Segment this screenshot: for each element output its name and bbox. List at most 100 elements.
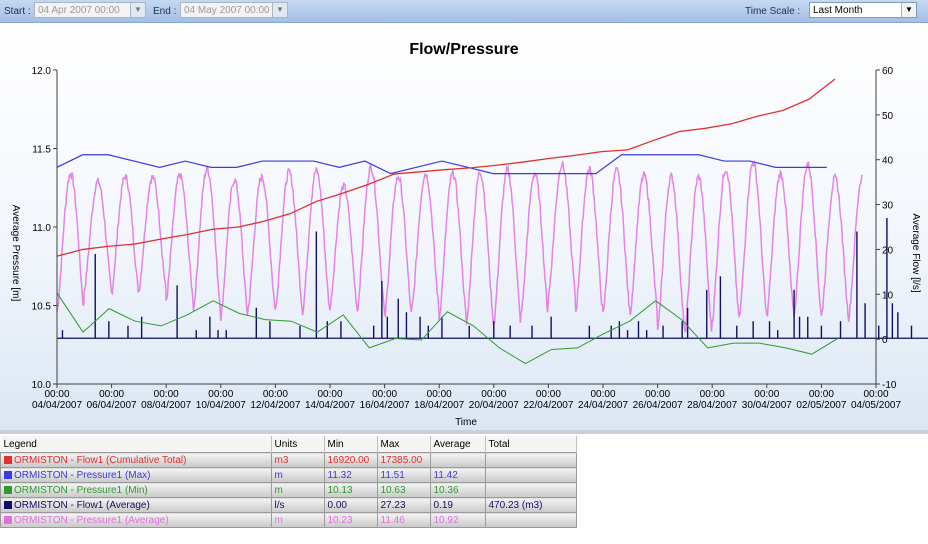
time-scale-select[interactable]: Last Month ▼ [809, 2, 917, 18]
legend-total-cell [484, 452, 577, 468]
x-tick-date-label: 18/04/2007 [414, 400, 464, 411]
chevron-down-icon: ▼ [901, 3, 916, 17]
end-label: End : [153, 6, 177, 17]
x-tick-date-label: 20/04/2007 [469, 400, 519, 411]
legend-units-cell: m3 [270, 452, 325, 468]
left-tick-label: 10.0 [32, 380, 52, 391]
right-axis-label: Average Flow [l/s] [910, 213, 921, 293]
legend-separator [0, 430, 928, 434]
x-tick-date-label: 04/04/2007 [32, 400, 82, 411]
x-tick-time-label: 00:00 [536, 389, 561, 400]
x-tick-time-label: 00:00 [44, 389, 69, 400]
right-tick-label: 0 [882, 335, 888, 346]
x-tick-time-label: 00:00 [99, 389, 124, 400]
chevron-down-icon: ▼ [272, 3, 287, 17]
x-tick-time-label: 00:00 [263, 389, 288, 400]
legend-row[interactable]: ORMISTON - Flow1 (Cumulative Total) m3 169… [0, 452, 577, 468]
right-tick-label: 60 [882, 66, 894, 77]
x-tick-time-label: 00:00 [427, 389, 452, 400]
legend-max-cell: 11.46 [376, 512, 431, 528]
flow-pressure-chart: Flow/Pressure 10.0 10.5 11.0 11.5 12.0 -10 0 1… [10, 41, 928, 428]
chevron-down-icon: ▼ [130, 3, 145, 17]
legend-table: Legend Units Min Max Average Total ORMIS… [0, 436, 577, 528]
x-tick-date-label: 10/04/2007 [196, 400, 246, 411]
legend-col-header: Legend [0, 436, 272, 453]
legend-total-cell [484, 482, 577, 498]
toolbar: Start : 04 Apr 2007 00:00 ▼ End : 04 May… [0, 0, 928, 23]
right-tick-label: 30 [882, 201, 894, 212]
right-tick-label: 50 [882, 111, 894, 122]
min-col-header: Min [324, 436, 378, 453]
legend-min-cell: 10.23 [323, 512, 378, 528]
x-tick-date-label: 16/04/2007 [360, 400, 410, 411]
legend-row[interactable]: ORMISTON - Pressure1 (Average) m 10.23 11.4… [0, 512, 577, 528]
legend-min-cell: 0.00 [323, 497, 378, 513]
legend-total-cell [484, 512, 577, 528]
legend-row[interactable]: ORMISTON - Pressure1 (Max) m 11.32 11.51 11.… [0, 467, 577, 483]
legend-max-cell: 27.23 [376, 497, 431, 513]
legend-series-cell: ORMISTON - Pressure1 (Average) [0, 512, 272, 528]
x-tick-date-label: 28/04/2007 [687, 400, 737, 411]
x-tick-time-label: 00:00 [590, 389, 615, 400]
legend-total-cell: 470.23 (m3) [484, 497, 577, 513]
x-tick-date-label: 30/04/2007 [742, 400, 792, 411]
time-scale-value: Last Month [813, 5, 863, 16]
start-date-select[interactable]: 04 Apr 2007 00:00 ▼ [34, 2, 146, 18]
legend-average-cell [429, 452, 486, 468]
x-tick-date-label: 02/05/2007 [796, 400, 846, 411]
legend-max-cell: 11.51 [376, 467, 431, 483]
x-tick-date-label: 22/04/2007 [523, 400, 573, 411]
x-tick-date-label: 14/04/2007 [305, 400, 355, 411]
legend-units-cell: m [270, 467, 325, 483]
legend-total-cell [484, 467, 577, 483]
x-tick-date-label: 26/04/2007 [633, 400, 683, 411]
legend-series-name: ORMISTON - Flow1 (Cumulative Total) [14, 454, 187, 466]
chart-area: Flow/Pressure 10.0 10.5 11.0 11.5 12.0 -10 0 1… [0, 23, 928, 430]
legend-average-cell: 10.92 [429, 512, 486, 528]
time-scale-label: Time Scale : [745, 6, 801, 17]
start-label: Start : [4, 6, 31, 17]
left-tick-label: 12.0 [32, 66, 52, 77]
legend-average-cell: 0.19 [429, 497, 486, 513]
legend-units-cell: m [270, 512, 325, 528]
x-tick-time-label: 00:00 [208, 389, 233, 400]
x-tick-time-label: 00:00 [700, 389, 725, 400]
units-col-header: Units [271, 436, 325, 453]
total-col-header: Total [485, 436, 577, 453]
pressure-min-line [56, 292, 839, 365]
end-date-select[interactable]: 04 May 2007 00:00 ▼ [180, 2, 288, 18]
legend-units-cell: m [270, 482, 325, 498]
legend-header-row: Legend Units Min Max Average Total [0, 436, 577, 453]
x-tick-time-label: 00:00 [754, 389, 779, 400]
start-date-value: 04 Apr 2007 00:00 [38, 5, 120, 16]
x-axis-label: Time [455, 417, 477, 428]
legend-series-name: ORMISTON - Flow1 (Average) [14, 499, 150, 511]
legend-series-name: ORMISTON - Pressure1 (Min) [14, 484, 148, 496]
x-tick-time-label: 00:00 [481, 389, 506, 400]
legend-min-cell: 16920.00 [323, 452, 378, 468]
left-axis-label: Average Pressure [m] [10, 205, 21, 302]
legend-swatch [4, 455, 12, 464]
legend-swatch [4, 485, 12, 494]
x-tick-time-label: 00:00 [372, 389, 397, 400]
legend-average-cell: 10.36 [429, 482, 486, 498]
legend-min-cell: 10.13 [323, 482, 378, 498]
legend-row[interactable]: ORMISTON - Pressure1 (Min) m 10.13 10.63 10.… [0, 482, 577, 498]
legend-series-name: ORMISTON - Pressure1 (Average) [14, 514, 169, 526]
left-tick-label: 11.0 [32, 223, 51, 234]
pressure-max-line [56, 154, 827, 175]
x-tick-time-label: 00:00 [154, 389, 179, 400]
legend-series-cell: ORMISTON - Flow1 (Cumulative Total) [0, 452, 272, 468]
legend-average-cell: 11.42 [429, 467, 486, 483]
right-tick-label: -10 [882, 380, 897, 391]
x-tick-date-label: 24/04/2007 [578, 400, 628, 411]
x-tick-date-label: 12/04/2007 [250, 400, 300, 411]
average-col-header: Average [430, 436, 486, 453]
legend-row[interactable]: ORMISTON - Flow1 (Average) l/s 0.00 27.23 0.… [0, 497, 577, 513]
x-tick-time-label: 00:00 [645, 389, 670, 400]
x-tick-date-label: 06/04/2007 [87, 400, 137, 411]
legend-max-cell: 10.63 [376, 482, 431, 498]
legend-series-name: ORMISTON - Pressure1 (Max) [14, 469, 151, 481]
legend-swatch [4, 470, 12, 479]
right-tick-label: 20 [882, 245, 894, 256]
